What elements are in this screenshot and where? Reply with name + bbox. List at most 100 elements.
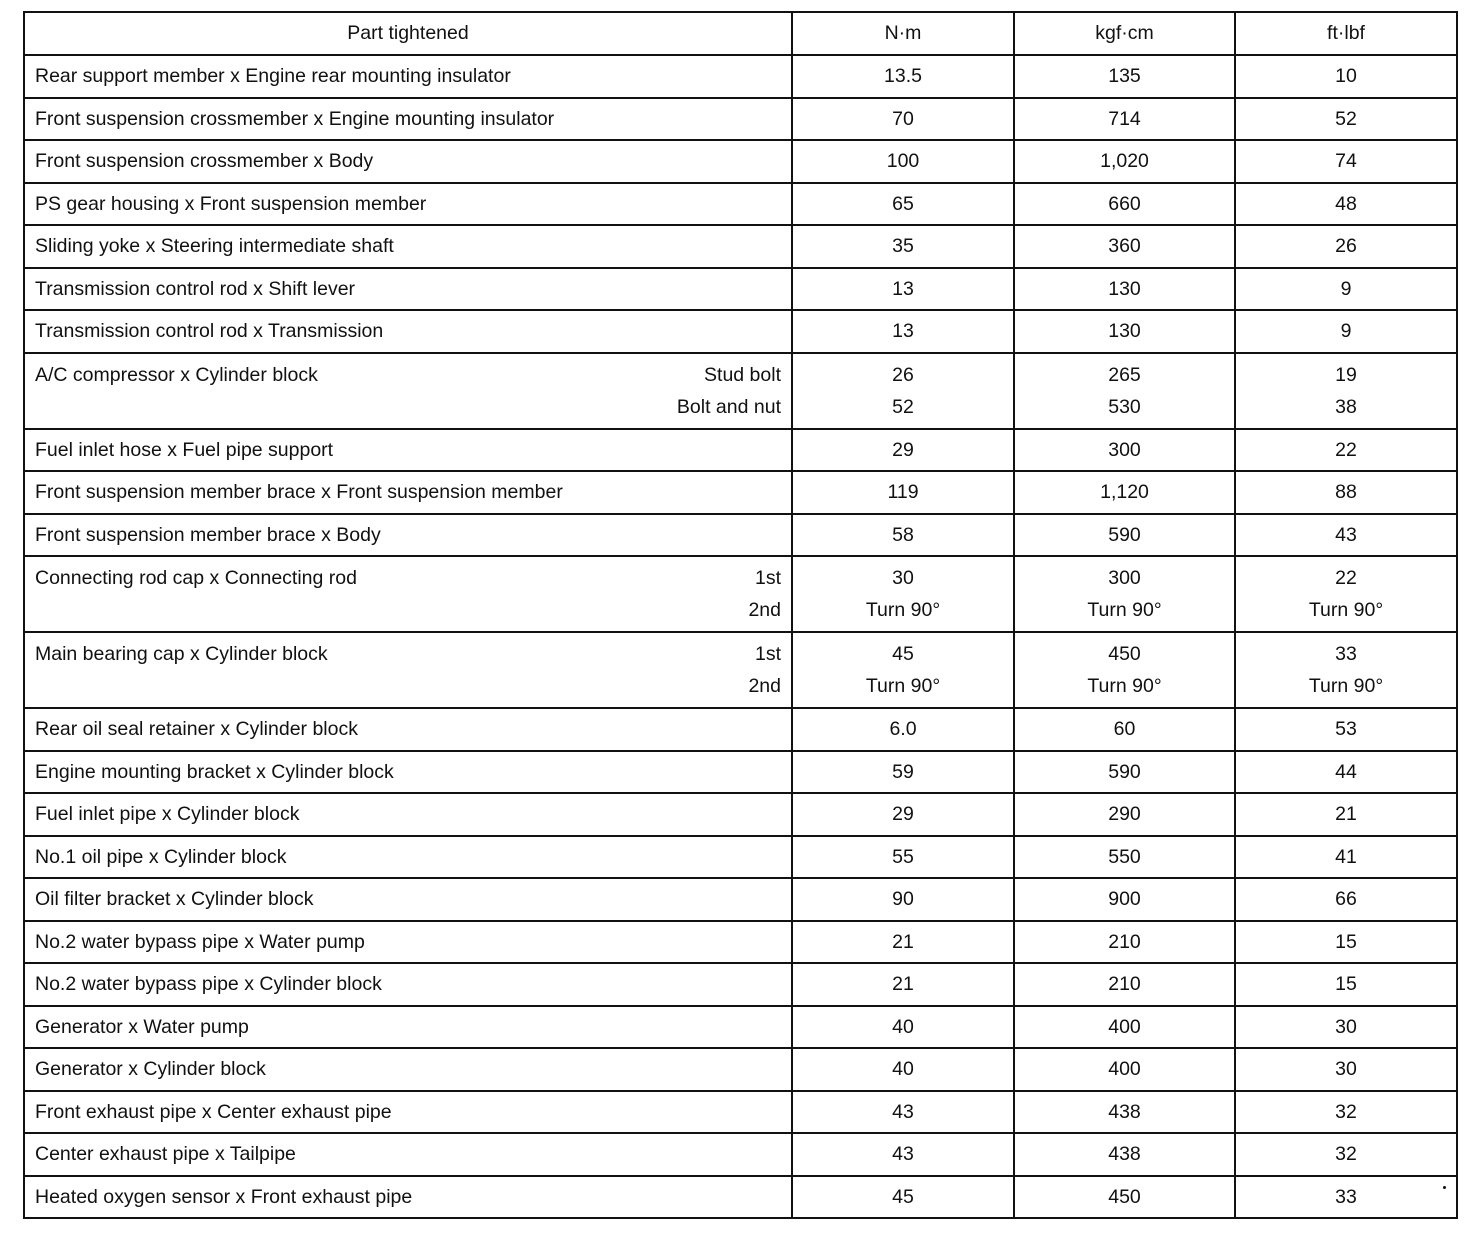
nm-value: 55 xyxy=(892,845,914,868)
sub-label: 2nd xyxy=(748,675,781,697)
kgf-cm-cell: 450 Turn 90° xyxy=(1013,631,1236,709)
kgf-cm-cell: 438 xyxy=(1013,1132,1236,1177)
ft-lbf-cell: 22 xyxy=(1234,427,1458,472)
ft-lbf-value: 10 xyxy=(1335,65,1357,88)
part-cell: Transmission control rod x Transmission xyxy=(23,309,793,354)
nm-value: 6.0 xyxy=(889,718,917,741)
part-wrap: Rear support member x Engine rear mounti… xyxy=(35,60,781,92)
ft-lbf-value: 22 xyxy=(1335,567,1357,589)
kgf-cm-value: 450 xyxy=(1108,643,1141,665)
kgf-cm-cell: 1,120 xyxy=(1013,470,1236,515)
part-name: Sliding yoke x Steering intermediate sha… xyxy=(35,235,394,258)
part-name-wrap: No.2 water bypass pipe x Water pump xyxy=(35,926,365,958)
nm-value: 35 xyxy=(892,235,914,258)
ft-lbf-cell: 26 xyxy=(1234,224,1458,269)
kgf-cm-value: 300 xyxy=(1108,438,1141,461)
kgf-cm-value: 900 xyxy=(1108,888,1141,911)
part-name: Fuel inlet pipe x Cylinder block xyxy=(35,803,300,826)
part-name-wrap: Transmission control rod x Transmission xyxy=(35,315,383,347)
kgf-cm-cell: 400 xyxy=(1013,1047,1236,1092)
ft-lbf-value: 48 xyxy=(1335,192,1357,215)
table-row: Center exhaust pipe x Tailpipe 43 438 32 xyxy=(23,1132,1458,1177)
part-name: Connecting rod cap x Connecting rod xyxy=(35,567,357,589)
ft-lbf-cell: 33 xyxy=(1234,1174,1458,1219)
nm-cell: 70 xyxy=(791,96,1015,141)
kgf-cm-value: 130 xyxy=(1108,320,1141,343)
ft-lbf-cell: 9 xyxy=(1234,309,1458,354)
ft-lbf-cell: 30 xyxy=(1234,1004,1458,1049)
header-ft-lbf: ft·lbf xyxy=(1234,11,1458,56)
ft-lbf-value: 30 xyxy=(1335,1015,1357,1038)
part-wrap: PS gear housing x Front suspension membe… xyxy=(35,188,781,220)
ft-lbf-cell: 21 xyxy=(1234,792,1458,837)
kgf-cm-value: 660 xyxy=(1108,192,1141,215)
ft-lbf-cell: 41 xyxy=(1234,834,1458,879)
ft-lbf-cell: 10 xyxy=(1234,54,1458,99)
part-wrap: Main bearing cap x Cylinder block 1st 2nd xyxy=(35,638,781,702)
ft-lbf-value: 33 xyxy=(1335,643,1357,665)
part-name: Main bearing cap x Cylinder block xyxy=(35,643,328,665)
nm-value: 26 xyxy=(892,363,914,386)
table-row: Front exhaust pipe x Center exhaust pipe… xyxy=(23,1089,1458,1134)
table-row: Front suspension crossmember x Engine mo… xyxy=(23,96,1458,141)
ft-lbf-value: 33 xyxy=(1335,1185,1357,1208)
table-row: Main bearing cap x Cylinder block 1st 2nd 4… xyxy=(23,631,1458,709)
nm-cell: 21 xyxy=(791,919,1015,964)
part-wrap: Front exhaust pipe x Center exhaust pipe xyxy=(35,1096,781,1128)
kgf-cm-cell: 130 xyxy=(1013,309,1236,354)
table-row: A/C compressor x Cylinder block Stud bolt… xyxy=(23,351,1458,430)
kgf-cm-value: 130 xyxy=(1108,277,1141,300)
torque-spec-table: Part tightened N·m kgf·cm ft·lbf Rear su… xyxy=(23,11,1458,1219)
part-name-wrap: No.2 water bypass pipe x Cylinder block xyxy=(35,968,382,1000)
ft-lbf-value: 30 xyxy=(1335,1058,1357,1081)
kgf-cm-cell: 900 xyxy=(1013,877,1236,922)
part-name: No.2 water bypass pipe x Cylinder block xyxy=(35,973,382,996)
table-row: Generator x Water pump 40 400 30 xyxy=(23,1004,1458,1049)
part-name-wrap: Generator x Water pump xyxy=(35,1011,249,1043)
nm-value: 100 xyxy=(886,150,920,173)
part-name-wrap: Fuel inlet hose x Fuel pipe support xyxy=(35,434,333,466)
ft-lbf-value: 15 xyxy=(1335,973,1357,996)
part-name: Generator x Cylinder block xyxy=(35,1058,266,1081)
part-name: Front suspension member brace x Front su… xyxy=(35,481,563,504)
part-wrap: Fuel inlet pipe x Cylinder block xyxy=(35,798,781,830)
kgf-cm-cell: 60 xyxy=(1013,707,1236,752)
part-wrap: No.2 water bypass pipe x Water pump xyxy=(35,926,781,958)
nm-cell: 55 xyxy=(791,834,1015,879)
nm-value: Turn 90° xyxy=(865,675,941,697)
part-name-wrap: Front suspension member brace x Body xyxy=(35,519,381,551)
kgf-cm-value: 210 xyxy=(1108,930,1141,953)
part-cell: No.1 oil pipe x Cylinder block xyxy=(23,834,793,879)
kgf-cm-value: 450 xyxy=(1108,1185,1141,1208)
part-cell: Center exhaust pipe x Tailpipe xyxy=(23,1132,793,1177)
part-wrap: Oil filter bracket x Cylinder block xyxy=(35,883,781,915)
nm-value: 40 xyxy=(892,1058,914,1081)
part-cell: Sliding yoke x Steering intermediate sha… xyxy=(23,224,793,269)
header-row: Part tightened N·m kgf·cm ft·lbf xyxy=(23,11,1458,56)
sub-label: 2nd xyxy=(748,599,781,621)
part-cell: No.2 water bypass pipe x Water pump xyxy=(23,919,793,964)
nm-cell: 45 Turn 90° xyxy=(791,631,1015,709)
table-row: Front suspension member brace x Front su… xyxy=(23,470,1458,515)
nm-value: 30 xyxy=(892,567,914,589)
part-cell: Oil filter bracket x Cylinder block xyxy=(23,877,793,922)
kgf-cm-value: 290 xyxy=(1108,803,1141,826)
part-name: Fuel inlet hose x Fuel pipe support xyxy=(35,438,334,461)
part-name-wrap: Sliding yoke x Steering intermediate sha… xyxy=(35,230,394,262)
ft-lbf-value: 52 xyxy=(1335,107,1357,130)
table-row: Generator x Cylinder block 40 400 30 xyxy=(23,1047,1458,1092)
ft-lbf-value: 53 xyxy=(1335,718,1357,741)
part-name: Front suspension crossmember x Body xyxy=(35,150,374,173)
table-row: Rear support member x Engine rear mounti… xyxy=(23,54,1458,99)
nm-value: 90 xyxy=(892,888,914,911)
nm-cell: 40 xyxy=(791,1004,1015,1049)
kgf-cm-value: 550 xyxy=(1108,845,1141,868)
ft-lbf-value: 26 xyxy=(1335,235,1357,258)
ft-lbf-cell: 52 xyxy=(1234,96,1458,141)
ft-lbf-value: 38 xyxy=(1335,395,1357,418)
part-name: Oil filter bracket x Cylinder block xyxy=(35,888,314,911)
nm-value: 70 xyxy=(892,107,914,130)
ft-lbf-cell: 19 38 xyxy=(1234,351,1458,430)
table-row: Fuel inlet hose x Fuel pipe support 29 300… xyxy=(23,427,1458,472)
nm-value: 13 xyxy=(892,320,914,343)
